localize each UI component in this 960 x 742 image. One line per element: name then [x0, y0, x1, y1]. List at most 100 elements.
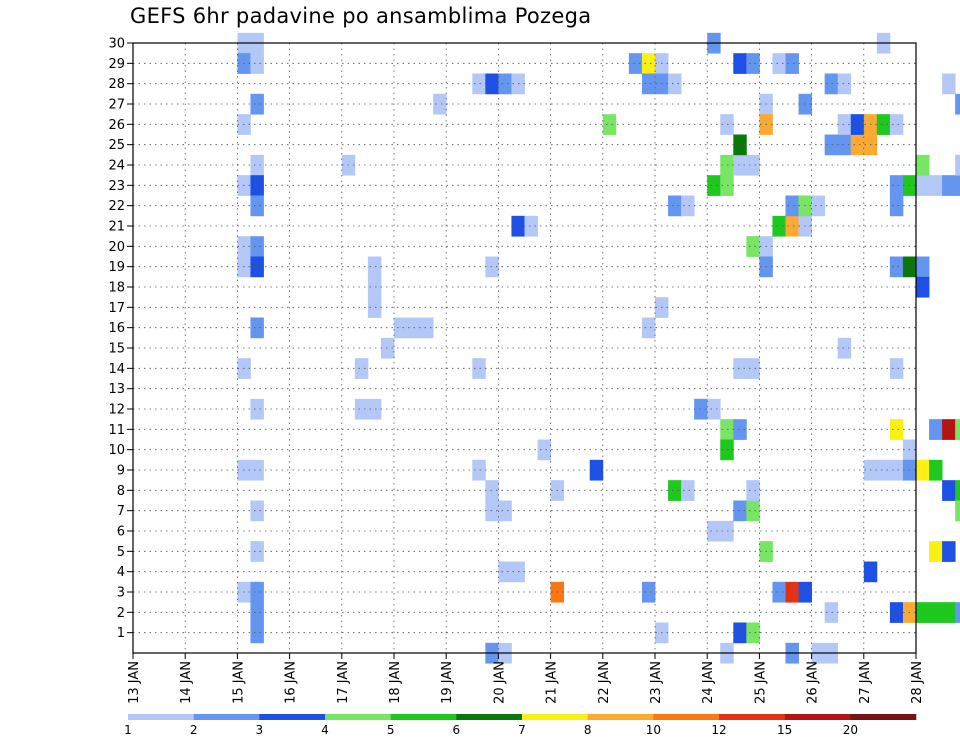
y-tick-label: 26 — [108, 118, 125, 133]
heatmap-cell — [472, 358, 486, 379]
colorbar-segment — [784, 714, 851, 720]
heatmap-cell — [641, 581, 656, 603]
heatmap-cell — [916, 459, 930, 481]
heatmap-cell — [916, 602, 930, 623]
y-tick-label: 16 — [108, 321, 125, 336]
heatmap-cell — [367, 256, 382, 278]
x-tick-label: 16 JAN — [284, 661, 299, 704]
heatmap-cell — [250, 317, 264, 339]
colorbar-segment — [719, 714, 785, 720]
heatmap-cell — [772, 581, 786, 603]
heatmap-cell — [367, 297, 382, 318]
heatmap-cell — [942, 175, 956, 196]
heatmap-cell — [668, 195, 682, 217]
colorbar-label: 5 — [387, 723, 395, 737]
colorbar-label: 3 — [256, 723, 264, 737]
heatmap-cell — [720, 154, 734, 176]
colorbar-label: 7 — [518, 723, 526, 737]
heatmap-cell — [837, 134, 852, 156]
heatmap-cell — [785, 581, 799, 603]
colorbar-segment — [390, 714, 457, 720]
y-tick-label: 11 — [108, 423, 125, 438]
colorbar-segment — [456, 714, 523, 720]
heatmap-cell — [498, 500, 512, 522]
x-tick-label: 18 JAN — [388, 661, 403, 704]
y-tick-label: 15 — [108, 342, 125, 357]
heatmap-cell — [250, 602, 264, 623]
colorbar-label: 2 — [190, 723, 198, 737]
heatmap-cell — [641, 73, 656, 95]
heatmap-cell — [668, 73, 682, 95]
heatmap-cell — [772, 215, 786, 237]
colorbar-label: 8 — [584, 723, 592, 737]
heatmap-cell — [916, 175, 930, 196]
heatmap-cell — [916, 154, 930, 176]
chart-title: GEFS 6hr padavine po ansamblima Pozega — [130, 4, 592, 28]
heatmap-cell — [850, 114, 865, 135]
y-tick-label: 24 — [108, 159, 125, 174]
heatmap-cell — [250, 154, 264, 176]
heatmap-cell — [394, 317, 408, 339]
heatmap-cell — [250, 581, 264, 603]
heatmap-cell — [720, 175, 734, 196]
x-tick-label: 28 JAN — [910, 661, 925, 704]
x-tick-label: 26 JAN — [806, 661, 821, 704]
heatmap-cell — [250, 175, 264, 196]
heatmap-cell — [641, 317, 656, 339]
y-tick-label: 2 — [117, 606, 125, 621]
heatmap-cell — [746, 236, 760, 257]
heatmap-cell — [837, 114, 852, 135]
heatmap-cell — [354, 358, 369, 379]
heatmap-cell — [250, 398, 264, 420]
heatmap-cell — [250, 256, 264, 278]
heatmap-cell — [641, 53, 656, 74]
y-tick-label: 14 — [108, 362, 125, 377]
heatmap-cell — [916, 256, 930, 278]
x-tick-label: 23 JAN — [649, 661, 664, 704]
heatmap-cell — [889, 195, 904, 217]
heatmap-cell — [707, 175, 721, 196]
heatmap-cell — [367, 398, 382, 420]
heatmap-cell — [916, 276, 930, 298]
x-tick-label: 22 JAN — [597, 661, 612, 704]
y-tick-label: 27 — [108, 98, 125, 113]
heatmap-cell — [876, 459, 891, 481]
heatmap-cell — [824, 73, 839, 95]
heatmap-cell — [929, 419, 943, 440]
heatmap-cell — [955, 419, 960, 440]
heatmap-cell — [929, 602, 943, 623]
heatmap-cell — [367, 276, 382, 298]
y-tick-label: 17 — [108, 301, 125, 316]
heatmap-cell — [824, 134, 839, 156]
heatmap-cell — [746, 500, 760, 522]
heatmap-cell — [785, 53, 799, 74]
heatmap-cell — [889, 602, 904, 623]
y-tick-label: 5 — [117, 545, 125, 560]
y-tick-label: 10 — [108, 443, 125, 458]
heatmap-cell — [707, 520, 721, 542]
y-tick-label: 1 — [117, 626, 125, 641]
colorbar-label: 1 — [124, 723, 132, 737]
heatmap-cell — [955, 480, 960, 501]
heatmap-cell — [250, 541, 264, 562]
heatmap-cell — [955, 175, 960, 196]
colorbar-segment — [325, 714, 391, 720]
heatmap-cell — [942, 480, 956, 501]
heatmap-cell — [250, 93, 264, 115]
colorbar-label: 15 — [777, 723, 792, 737]
heatmap-cell — [929, 541, 943, 562]
y-tick-label: 28 — [108, 77, 125, 92]
heatmap-cell — [942, 541, 956, 562]
y-tick-label: 30 — [108, 37, 125, 52]
colorbar-segment — [653, 714, 720, 720]
y-tick-label: 7 — [117, 504, 125, 519]
heatmap-cell — [955, 602, 960, 623]
heatmap-cell — [472, 459, 486, 481]
heatmap-cell — [889, 114, 904, 135]
heatmap-cell — [380, 337, 395, 359]
heatmap-cell — [733, 500, 747, 522]
heatmap-cell — [498, 73, 512, 95]
heatmap-cell — [420, 317, 434, 339]
heatmap-cell — [250, 500, 264, 522]
heatmap-cell — [889, 459, 904, 481]
